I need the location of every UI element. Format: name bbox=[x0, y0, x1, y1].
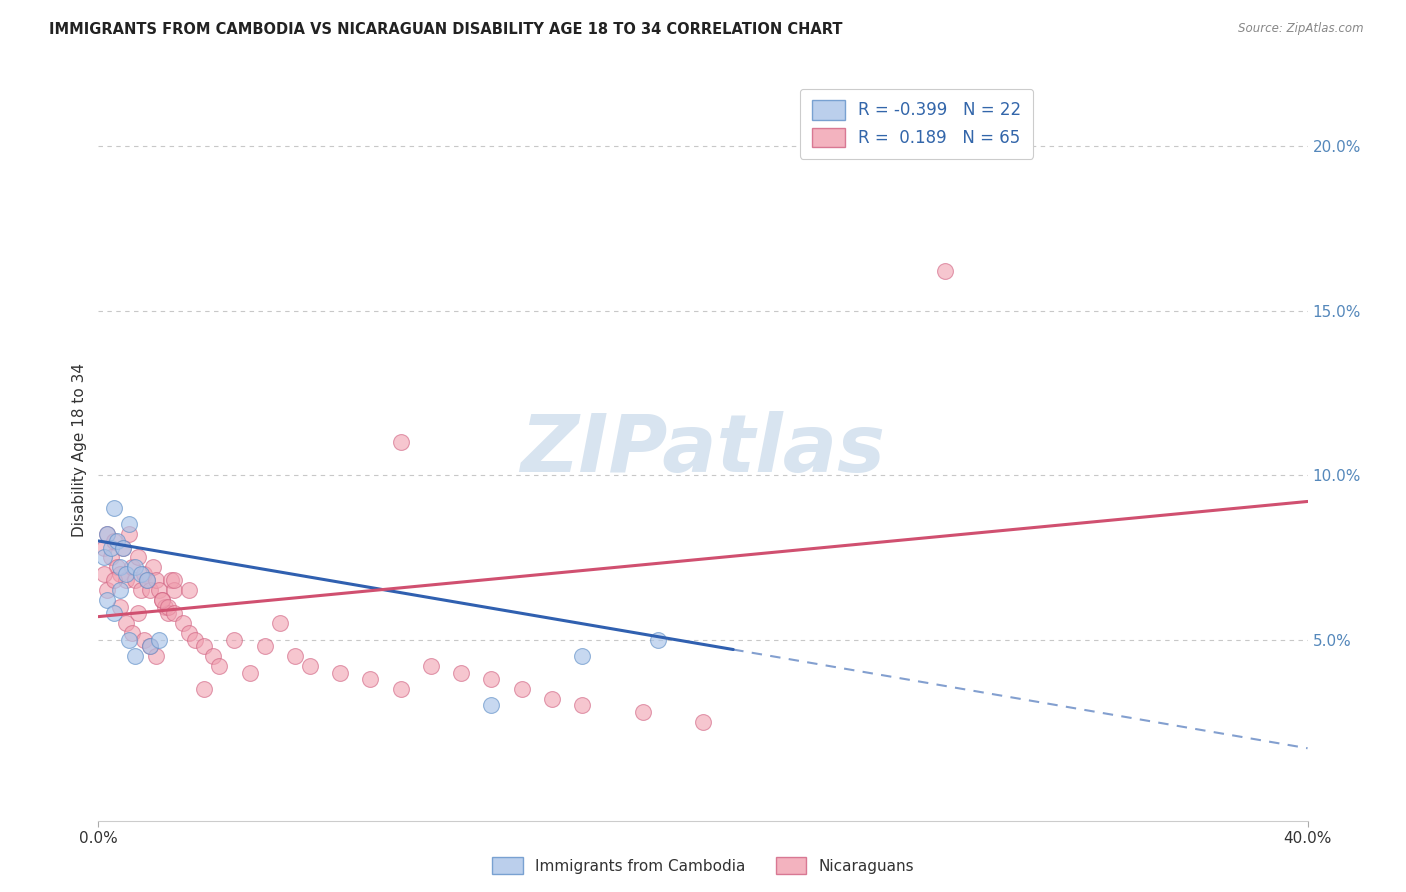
Point bbox=[934, 264, 956, 278]
Point bbox=[103, 574, 125, 588]
Point bbox=[389, 435, 412, 450]
Point bbox=[93, 541, 115, 555]
Point bbox=[114, 566, 136, 581]
Point bbox=[540, 692, 562, 706]
Point bbox=[150, 593, 173, 607]
Point bbox=[108, 560, 131, 574]
Point bbox=[202, 649, 225, 664]
Text: Source: ZipAtlas.com: Source: ZipAtlas.com bbox=[1239, 22, 1364, 36]
Point bbox=[692, 714, 714, 729]
Point bbox=[139, 639, 162, 653]
Point bbox=[420, 659, 443, 673]
Point bbox=[111, 541, 134, 555]
Point bbox=[156, 599, 179, 614]
Point bbox=[96, 593, 118, 607]
Point bbox=[284, 649, 307, 664]
Point bbox=[103, 501, 125, 516]
Point bbox=[127, 550, 149, 565]
Point bbox=[93, 566, 115, 581]
Point bbox=[571, 649, 593, 664]
Point bbox=[156, 607, 179, 621]
Text: ZIPatlas: ZIPatlas bbox=[520, 411, 886, 490]
Point bbox=[127, 607, 149, 621]
Point bbox=[208, 659, 231, 673]
Point bbox=[160, 574, 183, 588]
Point bbox=[129, 583, 152, 598]
Point bbox=[96, 527, 118, 541]
Y-axis label: Disability Age 18 to 34: Disability Age 18 to 34 bbox=[72, 363, 87, 538]
Point bbox=[184, 632, 207, 647]
Point bbox=[124, 574, 146, 588]
Point bbox=[100, 550, 122, 565]
Point bbox=[96, 527, 118, 541]
Point bbox=[193, 681, 215, 696]
Point bbox=[145, 574, 167, 588]
Point bbox=[108, 599, 131, 614]
Point bbox=[631, 705, 654, 719]
Point bbox=[118, 517, 141, 532]
Point bbox=[163, 607, 186, 621]
Point bbox=[163, 583, 186, 598]
Point bbox=[360, 672, 382, 686]
Point bbox=[148, 632, 170, 647]
Legend: R = -0.399   N = 22, R =  0.189   N = 65: R = -0.399 N = 22, R = 0.189 N = 65 bbox=[800, 88, 1033, 159]
Point bbox=[224, 632, 246, 647]
Point bbox=[135, 574, 157, 588]
Point bbox=[105, 560, 128, 574]
Point bbox=[114, 616, 136, 631]
Point bbox=[93, 550, 115, 565]
Point bbox=[647, 632, 669, 647]
Point bbox=[108, 566, 131, 581]
Point bbox=[450, 665, 472, 680]
Point bbox=[135, 574, 157, 588]
Point bbox=[571, 698, 593, 713]
Point bbox=[121, 560, 143, 574]
Point bbox=[100, 541, 122, 555]
Point bbox=[111, 541, 134, 555]
Text: IMMIGRANTS FROM CAMBODIA VS NICARAGUAN DISABILITY AGE 18 TO 34 CORRELATION CHART: IMMIGRANTS FROM CAMBODIA VS NICARAGUAN D… bbox=[49, 22, 842, 37]
Point bbox=[108, 583, 131, 598]
Point bbox=[124, 649, 146, 664]
Point bbox=[139, 583, 162, 598]
Point bbox=[96, 583, 118, 598]
Point bbox=[179, 583, 201, 598]
Point bbox=[193, 639, 215, 653]
Point bbox=[329, 665, 352, 680]
Point bbox=[253, 639, 276, 653]
Point bbox=[172, 616, 194, 631]
Point bbox=[179, 626, 201, 640]
Point bbox=[132, 566, 155, 581]
Point bbox=[105, 533, 128, 548]
Point bbox=[103, 607, 125, 621]
Point bbox=[269, 616, 291, 631]
Point bbox=[139, 639, 162, 653]
Point bbox=[118, 527, 141, 541]
Point bbox=[121, 626, 143, 640]
Point bbox=[239, 665, 262, 680]
Point bbox=[142, 560, 165, 574]
Point bbox=[299, 659, 322, 673]
Point bbox=[118, 632, 141, 647]
Point bbox=[389, 681, 412, 696]
Point bbox=[124, 560, 146, 574]
Point bbox=[103, 533, 125, 548]
Point bbox=[129, 566, 152, 581]
Point bbox=[153, 599, 176, 614]
Point bbox=[114, 574, 136, 588]
Point bbox=[481, 698, 503, 713]
Point bbox=[510, 681, 533, 696]
Point bbox=[163, 574, 186, 588]
Point bbox=[150, 593, 173, 607]
Point bbox=[145, 649, 167, 664]
Point bbox=[481, 672, 503, 686]
Legend: Immigrants from Cambodia, Nicaraguans: Immigrants from Cambodia, Nicaraguans bbox=[486, 851, 920, 880]
Point bbox=[132, 632, 155, 647]
Point bbox=[148, 583, 170, 598]
